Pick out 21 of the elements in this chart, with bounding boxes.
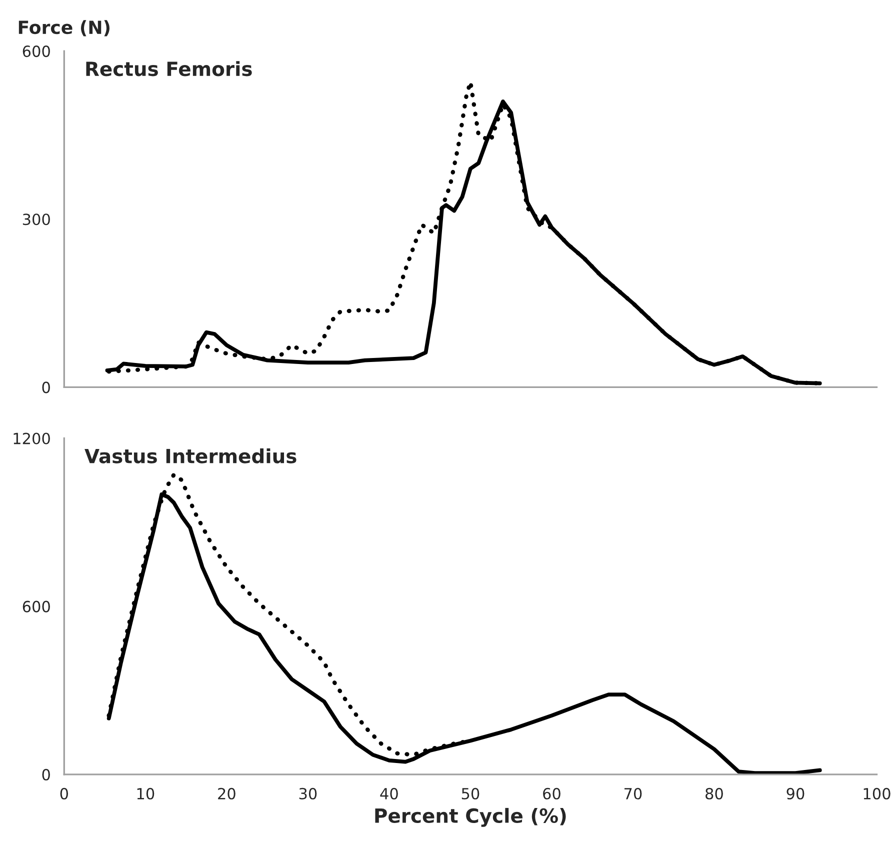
x-tick-label: 40 xyxy=(380,788,398,800)
x-tick-label: 100 xyxy=(864,788,890,800)
y-tick-label: 600 xyxy=(22,600,50,612)
x-tick-label: 50 xyxy=(462,788,480,800)
chart-title: Rectus Femoris xyxy=(86,61,252,76)
x-tick-label: 70 xyxy=(624,788,642,800)
x-tick-label: 80 xyxy=(706,788,723,800)
x-tick-label: 20 xyxy=(218,788,236,800)
y-tick-label: 0 xyxy=(42,382,50,394)
y-axis-title: Force (N) xyxy=(18,20,110,36)
chart-title: Vastus Intermedius xyxy=(84,448,296,464)
x-tick-label: 10 xyxy=(137,788,154,800)
x-tick-label: 90 xyxy=(786,788,804,800)
x-axis-title: Percent Cycle (%) xyxy=(375,808,566,827)
y-tick-label: 1200 xyxy=(14,432,50,444)
x-tick-label: 30 xyxy=(299,788,317,800)
x-tick-label: 0 xyxy=(60,788,68,800)
y-tick-label: 600 xyxy=(22,46,50,58)
y-tick-label: 300 xyxy=(22,214,50,226)
y-tick-label: 0 xyxy=(42,768,50,780)
x-tick-label: 60 xyxy=(543,788,560,800)
